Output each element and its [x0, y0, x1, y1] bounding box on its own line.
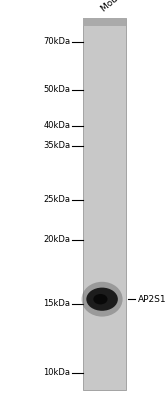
Text: 35kDa: 35kDa [43, 142, 71, 150]
Bar [83, 18, 126, 26]
Text: AP2S1: AP2S1 [138, 295, 166, 304]
Text: 10kDa: 10kDa [43, 368, 71, 377]
Text: Mouse brain: Mouse brain [100, 0, 148, 14]
Ellipse shape [93, 294, 108, 304]
Text: 40kDa: 40kDa [43, 122, 71, 130]
Text: 70kDa: 70kDa [43, 38, 71, 46]
Ellipse shape [82, 282, 123, 317]
Text: 20kDa: 20kDa [43, 236, 71, 244]
Text: 25kDa: 25kDa [43, 196, 71, 204]
Text: 50kDa: 50kDa [43, 86, 71, 94]
Ellipse shape [86, 288, 118, 311]
Bar [83, 18, 126, 390]
Text: 15kDa: 15kDa [43, 300, 71, 308]
